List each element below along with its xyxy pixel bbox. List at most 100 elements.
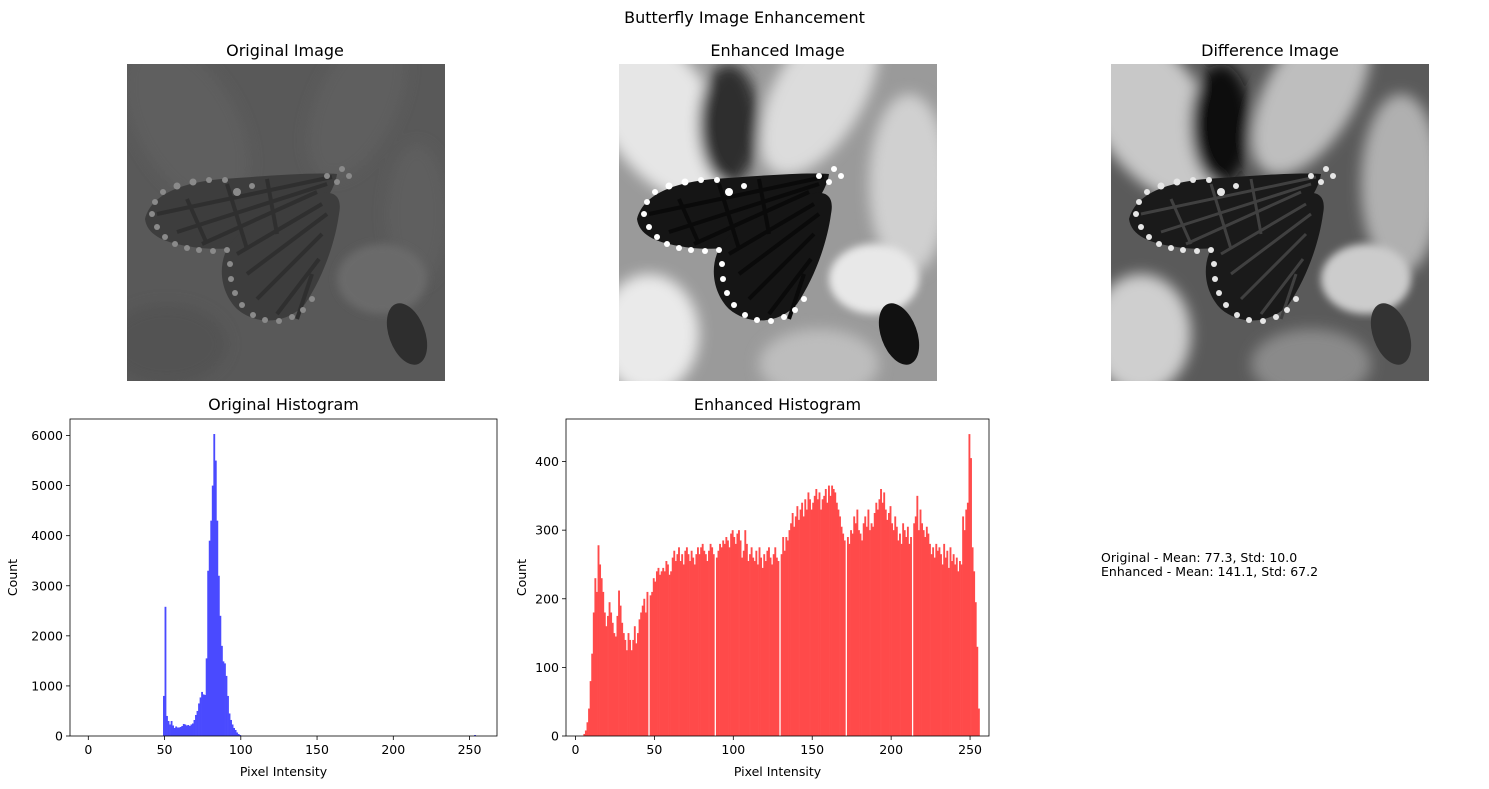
histogram-bar [924,537,927,736]
histogram-bar [662,567,665,736]
histogram-bar [869,530,871,736]
histogram-bar [774,547,777,736]
histogram-bar [706,561,709,736]
histogram-bar [633,626,636,736]
histogram-bar [670,571,673,736]
histogram-bar [891,523,894,736]
histogram-bar [734,543,737,736]
histogram-bar [955,557,958,736]
histogram-bar [782,537,785,736]
histogram-bar [802,516,805,736]
histogram-bar [674,561,677,736]
histogram-bar [722,540,725,736]
histogram-bar [856,509,859,736]
histogram-bar [213,434,216,736]
histogram-bar [178,727,181,736]
histogram-bar [851,533,854,736]
histogram-bar [654,581,657,736]
histogram-bar [655,571,658,736]
histogram-bar [679,561,682,736]
histogram-bar [880,488,882,736]
histogram-bar [166,715,168,736]
x-axis-label: Pixel Intensity [240,764,328,779]
histogram-bar [941,564,944,736]
histogram-bar [897,540,900,736]
histogram-bar [682,564,685,736]
x-tick-label: 200 [879,742,903,757]
histogram-bar [586,722,589,736]
histogram-bar [763,554,766,736]
histogram-bar [968,434,971,736]
histogram-bar [220,645,223,736]
histogram-bar [766,550,769,736]
histogram-bar [736,533,739,736]
histogram-bar [717,550,720,736]
difference-image [1111,64,1429,381]
histogram-bar [657,567,660,736]
histogram-bar [772,554,775,736]
histogram-bar [839,516,841,736]
histogram-bar [643,598,646,736]
histogram-bar [676,554,679,736]
histogram-bar [673,550,676,736]
histogram-bar [600,578,603,736]
histogram-bar [641,605,644,736]
x-tick-label: 150 [305,742,329,757]
histogram-bar [930,554,933,736]
histogram-bar [687,554,690,736]
y-tick-label: 2000 [31,628,63,643]
histogram-bar [815,488,818,736]
original-image [127,64,445,381]
histogram-bar [971,547,974,736]
original-stats: Original - Mean: 77.3, Std: 10.0 [1101,550,1298,565]
histogram-bar [730,533,733,736]
histogram-bar [936,550,939,736]
histogram-bar [665,561,668,736]
histogram-bar [816,499,819,736]
histogram-bar [878,499,881,736]
histogram-bar [974,602,977,736]
chart-title: Original Histogram [208,395,359,414]
histogram-bar [919,509,922,736]
histogram-bar [701,543,704,736]
histogram-bar [188,725,191,736]
histogram-bar [960,564,963,736]
histogram-bar [944,557,947,736]
histogram-bar [862,523,865,736]
histogram-bar [708,550,710,736]
histogram-bar [230,719,232,736]
histogram-bar [881,502,884,736]
histogram-bar [201,691,203,736]
histogram-bar [946,550,949,736]
histogram-bar [630,650,633,736]
histogram-bar [595,591,598,736]
histogram-bars [583,434,980,736]
histogram-bar [711,547,714,736]
histogram-bar [175,726,178,736]
histogram-bar [970,458,972,736]
y-tick-label: 400 [535,454,559,469]
histogram-bar [668,574,671,736]
histogram-bar [954,564,957,736]
histogram-bar [916,495,919,736]
x-tick-label: 250 [958,742,982,757]
histogram-bar [823,495,826,736]
histogram-bar [208,540,211,736]
figure-title: Butterfly Image Enhancement [624,8,865,27]
histogram-bar [228,713,231,736]
histogram-bar [876,509,879,736]
histogram-bar [761,567,764,736]
histogram-bar [921,523,924,736]
original-image-title: Original Image [226,41,344,60]
histogram-bar [613,633,616,736]
histogram-bar [685,547,688,736]
histogram-bar [760,557,763,736]
histogram-bar [621,622,624,736]
histogram-bar [899,533,901,736]
histogram-bar [172,725,175,736]
histogram-bar [933,557,936,736]
histogram-bar [973,571,976,736]
histogram-bar [801,502,804,736]
histogram-bar [799,509,802,736]
histogram-bar [892,530,895,736]
